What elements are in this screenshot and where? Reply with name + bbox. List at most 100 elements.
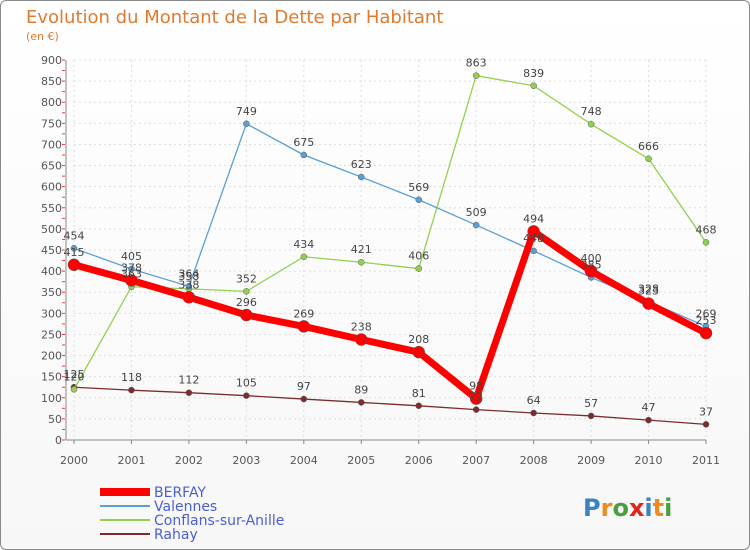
data-label: 269 (696, 307, 717, 320)
data-label: 748 (581, 105, 602, 118)
data-point (642, 297, 655, 310)
data-point (412, 345, 425, 359)
data-point (472, 72, 480, 79)
y-tick-label: 750 (41, 117, 62, 130)
data-label: 406 (408, 250, 429, 263)
data-label: 323 (638, 285, 659, 298)
data-label: 238 (351, 321, 372, 334)
y-tick-label: 650 (41, 160, 62, 173)
data-label: 57 (584, 397, 598, 410)
data-point (645, 155, 652, 163)
data-point (125, 274, 138, 287)
data-point (358, 173, 365, 181)
data-label: 269 (293, 307, 314, 320)
data-point (128, 386, 135, 394)
data-label: 434 (293, 238, 314, 251)
y-tick-label: 500 (41, 223, 62, 236)
data-label: 385 (581, 258, 602, 271)
y-tick-label: 250 (41, 328, 62, 341)
data-label: 454 (64, 229, 85, 242)
x-tick-label: 2005 (347, 454, 375, 467)
data-label: 400 (581, 252, 602, 265)
data-point (182, 291, 196, 304)
data-label: 37 (699, 405, 713, 418)
y-tick-label: 400 (41, 265, 62, 278)
data-label: 363 (121, 268, 142, 281)
series-line-valennes (73, 123, 707, 328)
x-tick-label: 2000 (60, 454, 88, 467)
x-tick-label: 2006 (405, 454, 433, 467)
y-tick-label: 600 (41, 181, 62, 194)
data-label: 569 (408, 181, 429, 194)
data-point (645, 416, 652, 424)
data-point (472, 406, 480, 413)
data-point (415, 265, 422, 272)
data-label: 118 (121, 371, 142, 384)
data-label: 89 (354, 383, 368, 396)
y-tick-label: 50 (48, 413, 62, 426)
data-point (300, 151, 308, 159)
data-label: 47 (642, 401, 656, 414)
legend-label: Valennes (154, 499, 217, 515)
data-point (185, 389, 193, 396)
data-label: 296 (236, 296, 257, 309)
y-tick-label: 800 (41, 96, 62, 109)
data-label: 72 (469, 391, 483, 404)
data-point (699, 326, 713, 340)
data-point (358, 399, 365, 406)
legend-label: BERFAY (154, 485, 206, 501)
data-label: 421 (351, 243, 372, 256)
data-label: 338 (178, 278, 199, 291)
series-line-rahay (73, 386, 707, 426)
data-point (584, 264, 598, 278)
data-point (702, 421, 710, 428)
series-line-conflans-sur-anille (73, 74, 707, 390)
chart-subtitle: (en €) (26, 30, 59, 43)
data-point (527, 225, 540, 238)
data-label: 494 (523, 212, 544, 225)
x-tick-label: 2001 (117, 454, 145, 467)
data-point (702, 239, 710, 246)
data-point (469, 392, 483, 405)
data-point (70, 386, 78, 393)
data-label: 358 (178, 270, 199, 283)
y-tick-label: 850 (41, 75, 62, 88)
y-tick-label: 550 (41, 202, 62, 215)
data-label: 81 (412, 387, 426, 400)
data-label: 352 (236, 272, 257, 285)
data-label: 208 (408, 333, 429, 346)
data-label: 448 (523, 232, 544, 245)
data-point (67, 258, 81, 272)
data-label: 364 (178, 267, 199, 280)
data-labels: 125 118 112 105 97 89 81 72 64 57 47 37 120 363 358 352… (64, 57, 717, 419)
series-line-berfay (73, 227, 708, 403)
y-tick-label: 900 (41, 54, 62, 67)
x-tick-label: 2002 (175, 454, 203, 467)
data-point (70, 245, 78, 252)
y-tick-label: 0 (55, 434, 62, 447)
grid (73, 59, 707, 441)
x-tick-label: 2004 (290, 454, 318, 467)
y-tick-label: 300 (41, 307, 62, 320)
legend-label: Conflans-sur-Anille (154, 513, 284, 529)
y-tick-label: 450 (41, 244, 62, 257)
y-tick-label: 150 (41, 371, 62, 384)
data-label: 623 (351, 158, 372, 171)
data-point (530, 247, 537, 255)
data-label: 863 (466, 57, 487, 70)
y-tick-label: 350 (41, 286, 62, 299)
data-point (300, 395, 308, 403)
data-label: 415 (64, 246, 85, 259)
data-point (355, 333, 368, 346)
data-point (358, 258, 365, 266)
data-point (472, 221, 480, 229)
x-tick-label: 2007 (462, 454, 490, 467)
y-tick-label: 700 (41, 138, 62, 151)
data-label: 125 (64, 368, 85, 381)
data-point (415, 196, 422, 204)
data-point (530, 82, 537, 90)
y-tick-label: 100 (41, 392, 62, 405)
